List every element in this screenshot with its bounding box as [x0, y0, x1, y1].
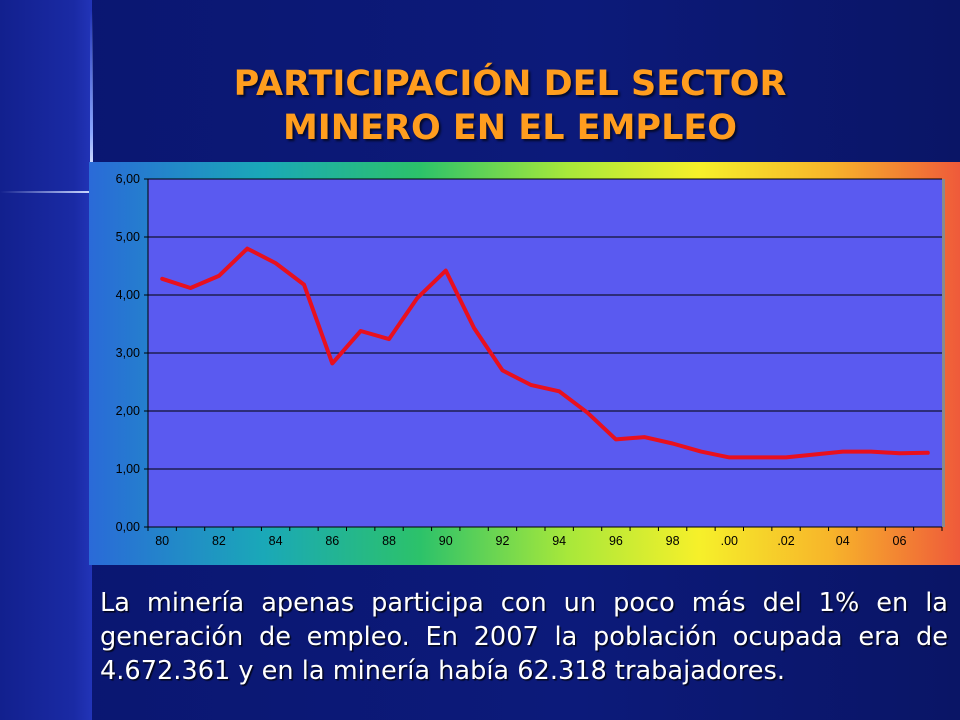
series-line — [160, 246, 930, 460]
x-axis-tick-label: 86 — [325, 534, 339, 548]
x-axis-tick-label: .00 — [721, 534, 738, 548]
y-axis-tick-label: 4,00 — [116, 288, 140, 302]
horizontal-light-line — [0, 191, 92, 193]
x-axis-tick-label: 90 — [439, 534, 453, 548]
chart-container: 0,00 1,00 2,00 3,00 4,00 5,00 6,00 80 82 84 86 88 9… — [89, 162, 960, 565]
plot-area-side-wall — [942, 179, 945, 527]
slide-title: PARTICIPACIÓN DEL SECTOR MINERO EN EL EM… — [140, 62, 880, 150]
employment-share-line-chart: 0,00 1,00 2,00 3,00 4,00 5,00 6,00 80 82 84 86 88 9… — [89, 162, 960, 565]
x-axis-tick-label: 88 — [382, 534, 396, 548]
y-axis-tick-label: 2,00 — [116, 404, 140, 418]
x-axis-tick-label: 80 — [155, 534, 169, 548]
y-axis-tick-labels: 0,00 1,00 2,00 3,00 4,00 5,00 6,00 — [116, 172, 140, 534]
y-axis-tick-label: 6,00 — [116, 172, 140, 186]
y-axis-tick-label: 0,00 — [116, 520, 140, 534]
x-axis-tick-label: 98 — [666, 534, 680, 548]
y-axis-tick-label: 1,00 — [116, 462, 140, 476]
grid-lines — [148, 178, 942, 470]
x-axis-tick-label: 92 — [496, 534, 510, 548]
x-axis-tick-labels: 80 82 84 86 88 90 92 94 96 98 .00 .02 04 06 — [155, 534, 906, 548]
series-group — [160, 246, 930, 460]
vertical-light-line — [90, 10, 93, 185]
title-line-2: MINERO EN EL EMPLEO — [282, 108, 738, 148]
y-axis-tick-label: 3,00 — [116, 346, 140, 360]
x-axis-tick-label: 04 — [836, 534, 850, 548]
left-decorative-band — [0, 0, 92, 720]
title-line-1: PARTICIPACIÓN DEL SECTOR — [233, 64, 787, 104]
x-axis-tick-label: 06 — [893, 534, 907, 548]
x-axis-tick-label: 94 — [552, 534, 566, 548]
x-axis-tick-label: 84 — [269, 534, 283, 548]
axes — [144, 178, 943, 531]
x-axis-tick-label: .02 — [777, 534, 794, 548]
y-axis-tick-label: 5,00 — [116, 230, 140, 244]
explanatory-text: La minería apenas participa con un poco … — [100, 588, 948, 686]
x-axis-tick-label: 82 — [212, 534, 226, 548]
x-axis-tick-label: 96 — [609, 534, 623, 548]
